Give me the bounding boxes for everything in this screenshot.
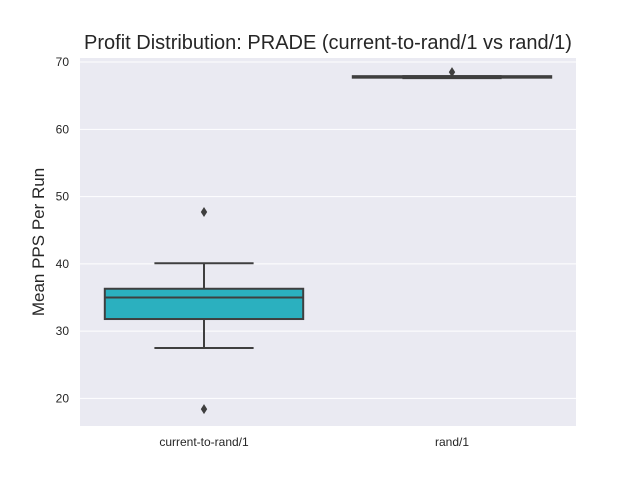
outlier-point (200, 404, 208, 415)
y-tick-label: 40 (56, 257, 70, 271)
y-axis-ticks: 20 30 40 50 60 70 (56, 55, 70, 405)
y-axis-label: Mean PPS Per Run (29, 168, 48, 316)
x-axis-ticks: current-to-rand/1 rand/1 (159, 435, 469, 449)
outlier-point (200, 207, 208, 218)
y-tick-label: 30 (56, 324, 70, 338)
box-series (103, 67, 553, 415)
y-tick-label: 60 (56, 122, 70, 136)
y-tick-label: 50 (56, 190, 70, 204)
chart-title: Profit Distribution: PRADE (current-to-r… (84, 32, 572, 54)
x-tick-label: rand/1 (435, 435, 469, 449)
y-tick-label: 20 (56, 391, 70, 405)
outlier-point (448, 67, 456, 78)
box-iqr (103, 287, 305, 321)
plot-background (80, 58, 576, 426)
y-tick-label: 70 (56, 55, 70, 69)
x-tick-label: current-to-rand/1 (159, 435, 249, 449)
